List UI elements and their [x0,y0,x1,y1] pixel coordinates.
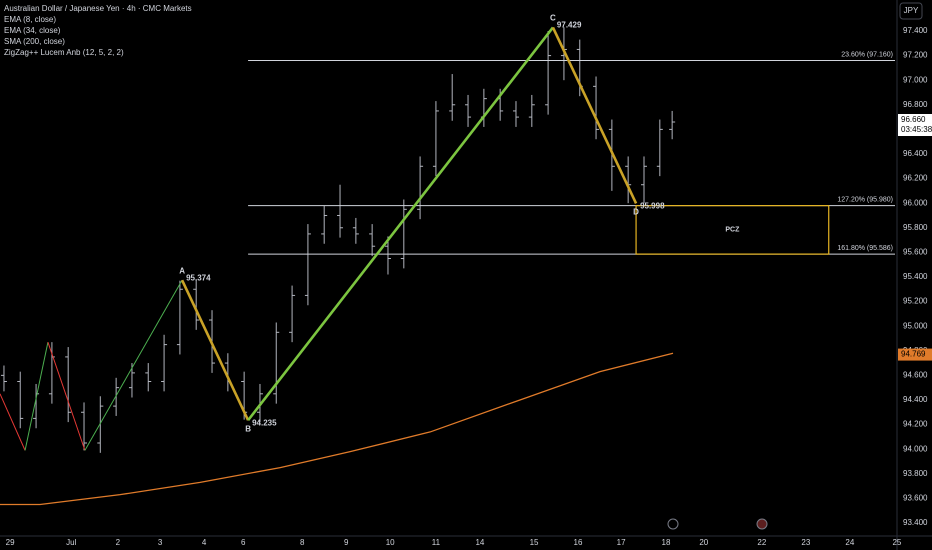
x-tick-label: 8 [300,538,305,547]
pivot-value: 95.998 [640,202,665,211]
y-tick-label: 95.200 [903,297,928,306]
zigzag-leg [0,393,26,451]
pivot-letter: B [245,424,251,433]
legend: Australian Dollar / Japanese Yen · 4h · … [4,4,192,57]
y-tick-label: 93.800 [903,469,928,478]
y-tick-label: 97.000 [903,75,928,84]
pcz-label: PCZ [725,227,740,234]
pattern-leg [247,26,554,422]
currency-button[interactable] [899,2,923,20]
y-tick-label: 95.800 [903,223,928,232]
y-tick-label: 95.400 [903,272,928,281]
pivot-value: 95.374 [186,273,211,282]
indicator[interactable]: EMA (8, close) [4,15,56,24]
pattern-leg [551,26,638,204]
y-tick-label: 97.400 [903,26,928,35]
indicator[interactable]: EMA (34, close) [4,26,61,35]
x-tick-label: 15 [530,538,539,547]
x-tick-label: 17 [617,538,626,547]
x-tick-label: 18 [662,538,671,547]
y-tick-label: 94.000 [903,444,928,453]
pivot-letter: C [550,14,556,23]
event-icon[interactable] [756,518,768,530]
x-tick-label: 23 [801,538,810,547]
fib-label: 161.80% (95.586) [837,245,893,252]
y-tick-label: 96.400 [903,149,928,158]
x-tick-label: 24 [845,538,854,547]
x-tick-label: 22 [757,538,766,547]
y-tick-label: 95.600 [903,247,928,256]
x-tick-label: 3 [158,538,163,547]
pivot-letter: D [633,208,639,217]
pivot-letter: A [179,266,185,275]
x-tick-label: 2 [116,538,121,547]
y-tick-label: 96.000 [903,198,928,207]
x-tick-label: 11 [432,538,441,547]
zigzag-leg [84,279,183,451]
sma-badge [898,348,932,361]
y-tick-label: 94.200 [903,420,928,429]
pivot-value: 94.235 [252,418,277,427]
pivot-value: 97.429 [557,21,582,30]
x-tick-label: 9 [344,538,349,547]
symbol-title[interactable]: Australian Dollar / Japanese Yen · 4h · … [4,4,192,13]
y-tick-label: 93.600 [903,493,928,502]
x-tick-label: 10 [386,538,395,547]
event-icon[interactable] [667,518,679,530]
x-tick-label: 16 [574,538,583,547]
x-tick-label: 20 [699,538,708,547]
x-tick-label: Jul [66,538,76,547]
x-tick-label: 14 [475,538,484,547]
y-tick-label: 96.200 [903,174,928,183]
indicator[interactable]: ZigZag++ Lucem Anb (12, 5, 2, 2) [4,48,124,57]
y-tick-label: 94.400 [903,395,928,404]
last-price-label: 96.660 [901,115,926,124]
countdown: 03:45:38 [901,125,932,134]
zigzag-leg [47,341,86,451]
fib-label: 127.20% (95.980) [837,196,893,203]
pcz-box [635,205,830,255]
y-tick-label: 94.600 [903,370,928,379]
fib-label: 23.60% (97.160) [841,51,893,58]
sma-last-label: 94.769 [901,350,926,359]
last-price-badge [898,114,932,137]
y-tick-label: 96.800 [903,100,928,109]
pattern-leg [180,279,250,421]
x-tick-label: 6 [241,538,246,547]
y-tick-label: 93.400 [903,518,928,527]
y-tick-label: 95.000 [903,321,928,330]
currency[interactable]: JPY [904,6,919,15]
zigzag-leg [24,342,49,451]
y-tick-label: 97.200 [903,51,928,60]
x-tick-label: 4 [202,538,207,547]
indicator[interactable]: SMA (200, close) [4,37,65,46]
sma-line [0,352,674,506]
x-tick-label: 25 [892,538,901,547]
x-tick-label: 29 [6,538,15,547]
